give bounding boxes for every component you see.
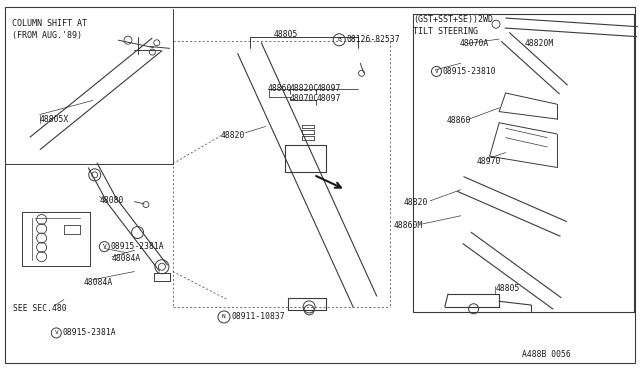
Text: 48080: 48080 bbox=[99, 196, 124, 205]
Text: A488B 0056: A488B 0056 bbox=[522, 350, 570, 359]
Text: 48860: 48860 bbox=[268, 84, 292, 93]
Circle shape bbox=[218, 311, 230, 323]
Text: 08915-2381A: 08915-2381A bbox=[111, 242, 164, 251]
Circle shape bbox=[99, 242, 109, 251]
Text: (GST+SST+SE))2WD: (GST+SST+SE))2WD bbox=[413, 15, 493, 24]
Text: 48097: 48097 bbox=[316, 84, 340, 93]
Text: SEE SEC.480: SEE SEC.480 bbox=[13, 304, 67, 313]
Text: (FROM AUG.'89): (FROM AUG.'89) bbox=[12, 31, 81, 39]
Text: 48097: 48097 bbox=[316, 94, 340, 103]
Circle shape bbox=[431, 67, 442, 76]
Text: V: V bbox=[435, 69, 438, 74]
Text: 48805: 48805 bbox=[496, 284, 520, 293]
Text: 48084A: 48084A bbox=[83, 278, 113, 287]
Text: 48820M: 48820M bbox=[525, 39, 554, 48]
Text: COLUMN SHIFT AT: COLUMN SHIFT AT bbox=[12, 19, 86, 28]
Text: TILT STEERING: TILT STEERING bbox=[413, 27, 478, 36]
Text: 48860M: 48860M bbox=[394, 221, 423, 230]
Text: 48070A: 48070A bbox=[460, 39, 489, 48]
Circle shape bbox=[333, 34, 345, 46]
Text: 48860: 48860 bbox=[447, 116, 471, 125]
Text: 48084A: 48084A bbox=[112, 254, 141, 263]
Text: 08911-10837: 08911-10837 bbox=[232, 312, 285, 321]
Text: 48970: 48970 bbox=[477, 157, 501, 166]
Circle shape bbox=[51, 328, 61, 338]
Text: B: B bbox=[337, 37, 341, 42]
Text: N: N bbox=[222, 314, 226, 320]
Text: 08915-23810: 08915-23810 bbox=[443, 67, 497, 76]
Text: 48070C: 48070C bbox=[290, 94, 319, 103]
Text: 48805X: 48805X bbox=[40, 115, 69, 124]
Text: 48820: 48820 bbox=[403, 198, 428, 207]
Text: 48820C: 48820C bbox=[290, 84, 319, 93]
Text: 48820: 48820 bbox=[221, 131, 245, 140]
Text: 08126-82537: 08126-82537 bbox=[347, 35, 401, 44]
Text: V: V bbox=[102, 244, 106, 249]
Text: V: V bbox=[54, 330, 58, 336]
Text: 08915-2381A: 08915-2381A bbox=[63, 328, 116, 337]
Text: 48805: 48805 bbox=[274, 30, 298, 39]
